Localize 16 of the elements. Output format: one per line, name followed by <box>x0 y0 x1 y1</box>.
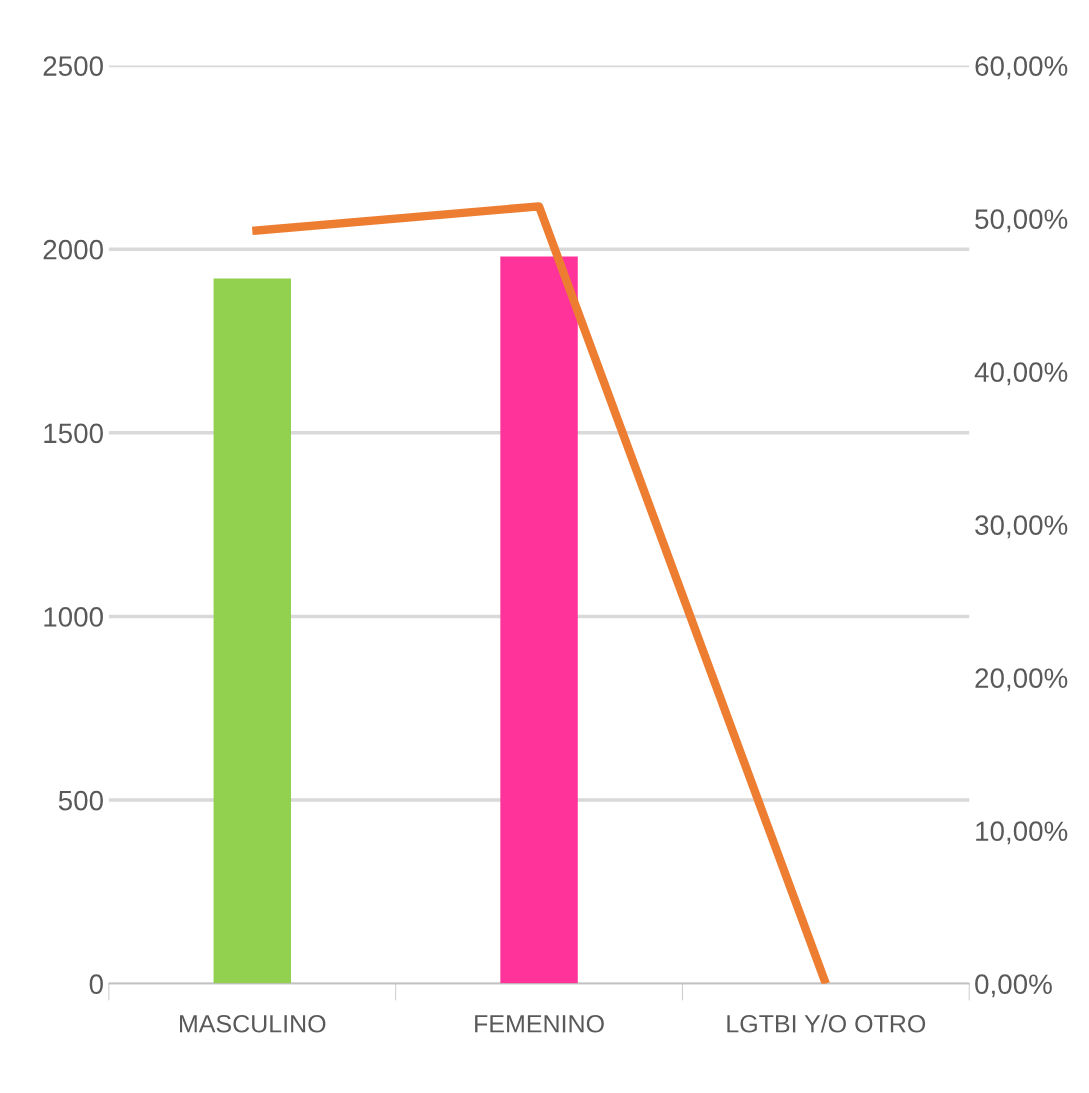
x-tick-label: LGTBI Y/O OTRO <box>727 1014 926 1033</box>
x-tick-label: FEMENINO <box>475 1014 604 1033</box>
y2-tick-label: 10,00% <box>976 821 1068 845</box>
x-tick-label: MASCULINO <box>180 1014 326 1033</box>
y-tick-label: 2500 <box>43 56 103 76</box>
y2-tick-label: 40,00% <box>974 362 1068 386</box>
y2-tick-label: 30,00% <box>975 515 1068 539</box>
y2-tick-label: 60,00% <box>975 56 1068 80</box>
y-tick-label: 2000 <box>43 239 103 260</box>
y2-tick-label: 0,00% <box>975 974 1052 998</box>
y2-tick-label: 20,00% <box>975 668 1068 692</box>
y-tick-label: 1000 <box>44 607 103 627</box>
y-tick-label: 0 <box>89 974 103 995</box>
y-tick-label: 1500 <box>44 423 103 444</box>
y-tick-label: 500 <box>58 790 103 811</box>
y2-tick-label: 50,00% <box>975 209 1068 233</box>
